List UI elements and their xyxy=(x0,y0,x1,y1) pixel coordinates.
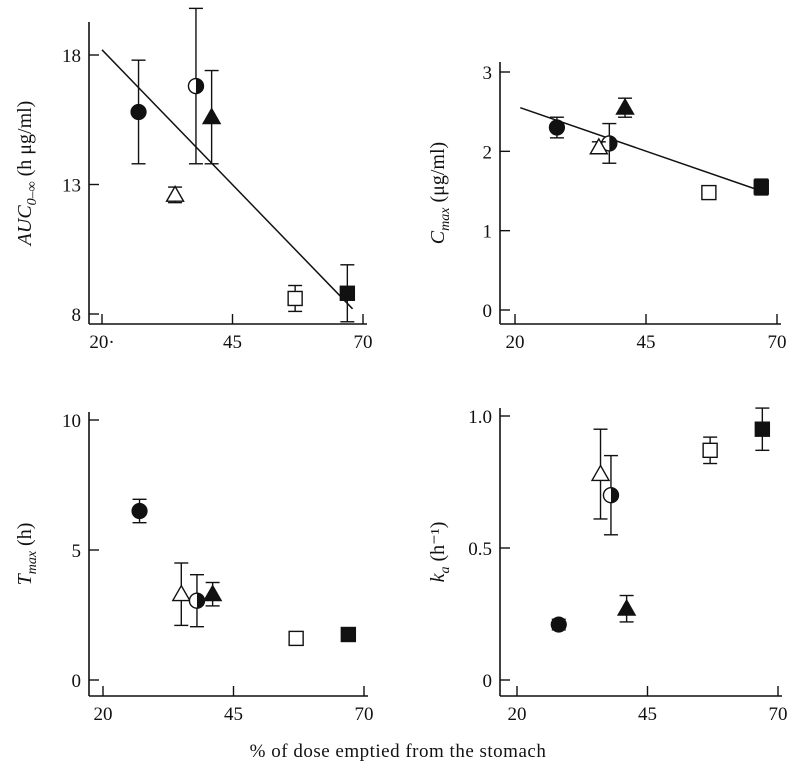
marker-square-open xyxy=(701,184,717,201)
marker-square-filled xyxy=(340,626,357,643)
marker-triangle-open xyxy=(171,584,192,602)
marker-circle-half-fill xyxy=(196,593,205,609)
x-tick-label: 70 xyxy=(769,704,788,725)
y-tick-label: 5 xyxy=(72,541,82,562)
marker-square-open xyxy=(287,290,303,307)
marker-square-filled xyxy=(753,179,769,195)
x-tick-label: 20· xyxy=(89,332,114,353)
marker-triangle-filled xyxy=(615,97,635,115)
panel-tmax: 20 45 70 0 5 10 Tmax (h) xyxy=(14,411,374,725)
panel-cmax: 20 45 70 0 1 2 3 Cmax (μg/ml) xyxy=(427,62,787,353)
x-tick-label: 45 xyxy=(637,332,656,353)
x-tick-label: 20 xyxy=(94,704,113,725)
regression-line xyxy=(101,49,354,310)
marker-circle-half-fill xyxy=(195,78,204,94)
y-tick-label: 0.5 xyxy=(468,539,492,560)
marker-square-open xyxy=(702,442,718,459)
x-tick-label: 20 xyxy=(508,704,527,725)
marker-circle-filled xyxy=(131,502,148,520)
marker-triangle-filled xyxy=(201,107,222,125)
marker-circle-filled xyxy=(548,119,566,136)
marker-triangle-filled xyxy=(616,598,637,616)
y-tick-label: 0 xyxy=(483,301,493,322)
marker-triangle-filled xyxy=(202,584,223,602)
y-tick-label: 0 xyxy=(72,671,82,692)
marker-circle-filled xyxy=(550,616,567,633)
x-axis-caption: % of dose emptied from the stomach xyxy=(250,741,547,762)
y-tick-label: 8 xyxy=(72,305,82,326)
y-axis-label: AUC0–∞ (h μg/ml) xyxy=(14,101,40,248)
x-tick-label: 20 xyxy=(506,332,525,353)
y-tick-label: 18 xyxy=(62,46,81,67)
marker-square-open xyxy=(288,630,304,647)
y-tick-label: 2 xyxy=(483,142,493,163)
y-tick-label: 1 xyxy=(483,222,493,243)
panel-auc: 20· 45 70 8 13 18 AUC0–∞ (h μg/ml) xyxy=(14,7,373,353)
marker-triangle-open xyxy=(590,464,611,482)
marker-circle-half-fill xyxy=(609,135,617,151)
x-tick-label: 70 xyxy=(355,704,374,725)
y-tick-label: 0 xyxy=(483,671,493,692)
y-tick-label: 13 xyxy=(62,176,81,197)
marker-square-filled xyxy=(339,285,356,301)
x-tick-label: 45 xyxy=(638,704,657,725)
marker-circle-half-fill xyxy=(610,487,619,503)
marker-triangle-open xyxy=(165,184,185,202)
marker-square-filled xyxy=(754,421,771,437)
marker-circle-filled xyxy=(130,103,147,121)
x-tick-label: 45 xyxy=(224,704,243,725)
panel-ka: 20 45 70 0 0.5 1.0 ka (h⁻¹) xyxy=(427,407,788,725)
marker-triangle-open xyxy=(589,137,609,155)
y-axis-label: Cmax (μg/ml) xyxy=(427,142,453,244)
x-tick-label: 70 xyxy=(354,332,373,353)
y-axis-label: ka (h⁻¹) xyxy=(427,522,453,583)
y-tick-label: 1.0 xyxy=(468,407,492,428)
x-tick-label: 45 xyxy=(223,332,242,353)
y-axis-label: Tmax (h) xyxy=(14,523,40,586)
y-tick-label: 10 xyxy=(62,411,81,432)
y-tick-label: 3 xyxy=(483,63,493,84)
x-tick-label: 70 xyxy=(768,332,787,353)
